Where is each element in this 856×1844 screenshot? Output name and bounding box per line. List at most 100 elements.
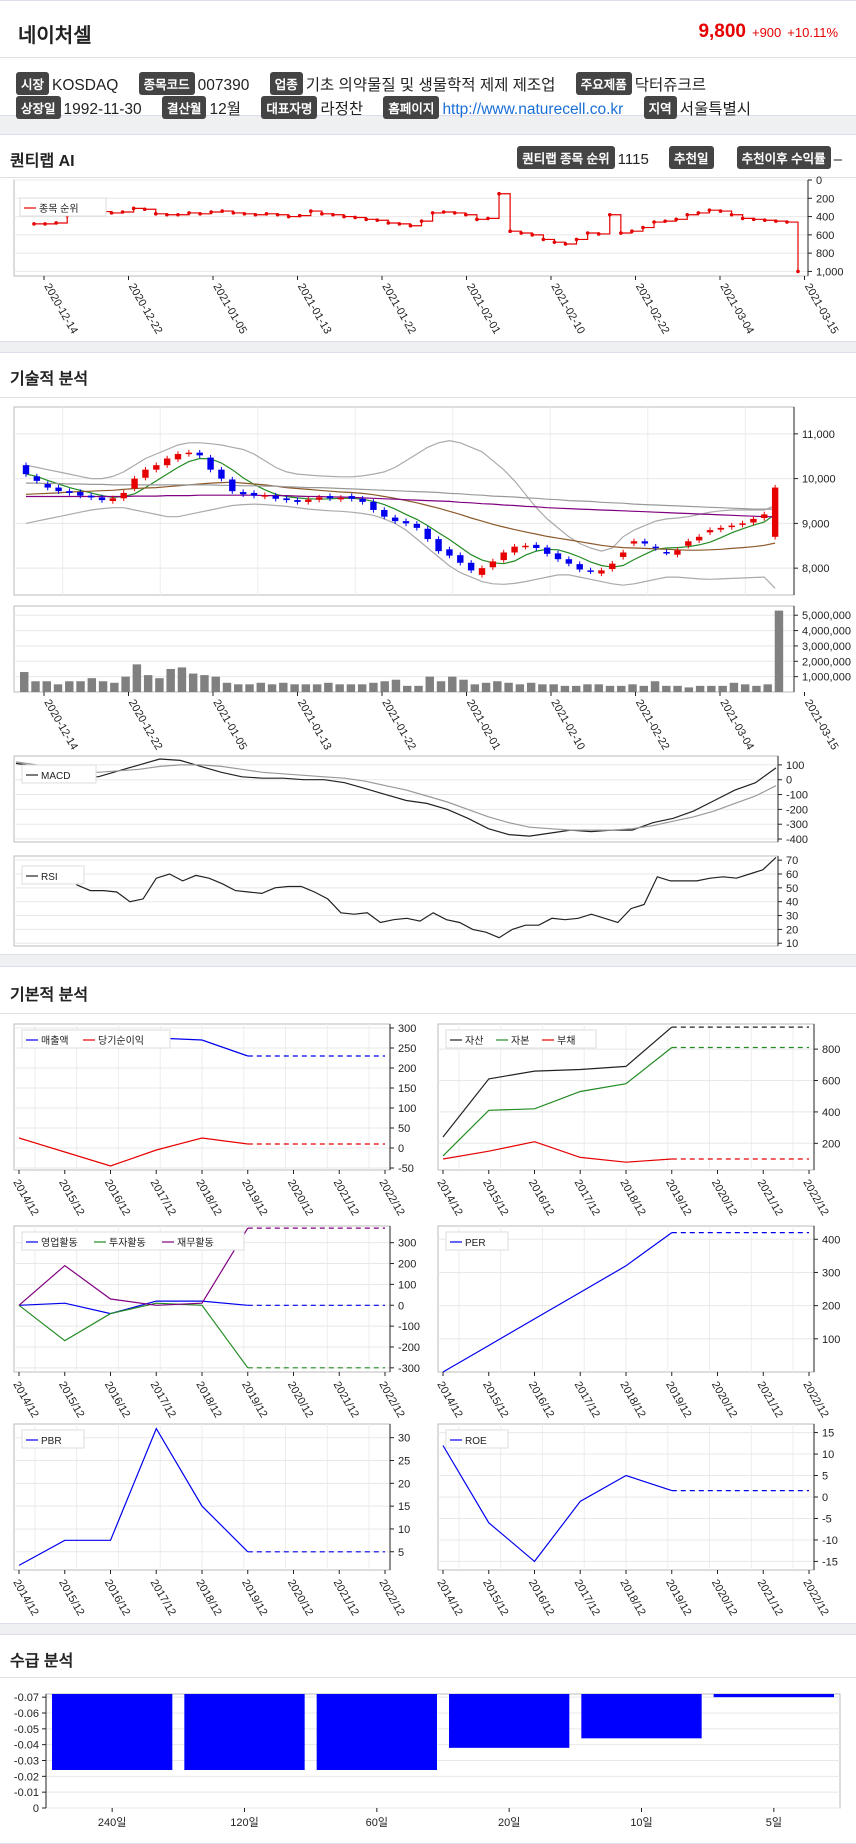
volume-bar [110, 682, 119, 692]
candle-body [98, 497, 106, 501]
rank-point [685, 212, 690, 217]
candle-body [413, 523, 421, 528]
supply-bar [713, 1694, 834, 1698]
pbr-ytick-label: 25 [398, 1456, 410, 1468]
rank-ytick-label: 400 [816, 212, 834, 224]
ceo-value: 라정찬 [320, 101, 364, 118]
rank-point [630, 229, 634, 233]
rank-point [796, 269, 800, 274]
candle-body [218, 469, 225, 479]
candle-body [739, 523, 746, 525]
volume-bar [774, 610, 784, 692]
volume-bar [707, 685, 716, 692]
volume-bar [605, 685, 615, 692]
sales-ytick-label: 300 [398, 1023, 416, 1035]
macd-line-macd [15, 758, 777, 837]
volume-bar [234, 684, 243, 692]
rank-point [120, 210, 125, 214]
rank-xtick-label: 2021-01-05 [210, 282, 249, 337]
rank-point [54, 221, 58, 225]
industry-label: 업종 [269, 72, 303, 95]
pbr-ytick-label: 30 [398, 1433, 410, 1445]
rank-point [220, 209, 225, 213]
roe-legend [445, 1429, 509, 1449]
candle-body [543, 547, 551, 554]
supply-xtick-label: 10일 [630, 1815, 652, 1829]
pbr-ytick-label: 15 [398, 1501, 410, 1513]
roe-xtick-label: 2022/12 [800, 1578, 830, 1618]
cashflow-line [18, 1227, 249, 1306]
volume-bar [166, 668, 175, 692]
candle-body [717, 527, 725, 530]
volume-bar [538, 684, 547, 692]
homepage-link[interactable]: http://www.naturecell.co.kr [442, 101, 624, 118]
supply-title: 수급 분석 [10, 1653, 74, 1670]
volume-bar [76, 681, 85, 692]
pbr-xtick-label: 2014/12 [10, 1578, 40, 1618]
volume-bar [673, 685, 682, 692]
pbr-ytick-label: 10 [398, 1524, 410, 1536]
volume-bar [571, 685, 581, 692]
candle-body [619, 552, 627, 557]
macd-plot-area [13, 755, 779, 843]
rank-plot-area [13, 179, 809, 277]
candle-body [674, 550, 681, 555]
rank-point [176, 212, 180, 217]
assets-xtick-label: 2014/12 [434, 1178, 464, 1218]
assets-line [442, 1026, 673, 1138]
sales-xtick-label: 2014/12 [10, 1178, 40, 1218]
assets-xtick-label: 2015/12 [480, 1178, 510, 1218]
candle-body [663, 552, 670, 554]
candle-body [185, 452, 193, 455]
rank-xtick-label: 2021-03-04 [717, 282, 756, 337]
sales-xtick-label: 2016/12 [102, 1178, 132, 1218]
volume-bar [403, 685, 412, 692]
fiscal-label: 결산월 [161, 96, 207, 119]
candle-body [33, 476, 41, 481]
sales-xtick-label: 2019/12 [239, 1178, 269, 1218]
roe-xtick-label: 2019/12 [663, 1578, 693, 1618]
sales-xtick-label: 2017/12 [148, 1178, 178, 1218]
ma-line-ma120 [26, 482, 776, 510]
rank-point [286, 214, 291, 219]
volume-bar [312, 684, 322, 692]
volume-ytick-label: 2,000,000 [802, 656, 851, 668]
volume-bar [177, 667, 187, 692]
assets-ytick-label: 600 [822, 1076, 840, 1088]
candle-body [326, 496, 334, 499]
rank-point [331, 212, 335, 217]
candle-body [685, 541, 692, 546]
per-legend-label: PER [465, 1238, 486, 1249]
pbr-xtick-label: 2016/12 [102, 1578, 132, 1618]
volume-bar [684, 687, 694, 692]
supply-ytick-label: 0 [33, 1803, 39, 1815]
candle-body [315, 497, 323, 500]
rank-xtick-label: 2020-12-22 [126, 282, 165, 337]
rsi-ytick-label: 70 [786, 855, 798, 867]
sales-legend [21, 1029, 171, 1049]
roe-legend-label: ROE [465, 1436, 487, 1447]
volume-bar [200, 675, 209, 692]
candle-body [44, 483, 51, 488]
candle-body [163, 458, 171, 466]
macd-ytick-label: -100 [786, 790, 808, 802]
macd-line-signal [15, 761, 777, 831]
volume-bar [335, 684, 344, 692]
macd-ytick-label: 100 [786, 760, 804, 772]
rank-point [519, 231, 523, 235]
cashflow-xtick-label: 2015/12 [56, 1380, 86, 1420]
volume-xtick-label: 2020-12-22 [126, 698, 165, 753]
volume-bar [549, 684, 558, 692]
volume-bar [53, 684, 63, 692]
assets-ytick-label: 200 [822, 1138, 840, 1150]
assets-xtick-label: 2018/12 [617, 1178, 647, 1218]
rank-xtick-label: 2021-01-22 [379, 282, 418, 337]
stock-name: 네이처셀 [18, 25, 92, 47]
supply-ytick-label: -0.04 [14, 1740, 39, 1752]
rsi-line [63, 856, 777, 939]
cashflow-xtick-label: 2014/12 [10, 1380, 40, 1420]
per-xtick-label: 2017/12 [572, 1380, 602, 1420]
rec-date-label: 추천일 [668, 146, 714, 169]
roe-xtick-label: 2020/12 [709, 1578, 739, 1618]
macd-ytick-label: -300 [786, 819, 808, 831]
